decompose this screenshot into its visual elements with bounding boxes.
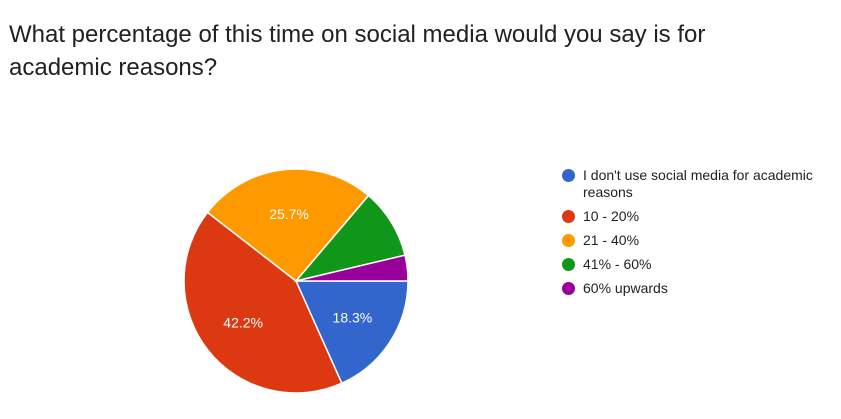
chart-legend: I don't use social media for academic re… [562, 167, 841, 304]
pie-slice-3[interactable] [206, 168, 370, 283]
legend-swatch-5 [562, 282, 575, 295]
legend-swatch-3 [562, 234, 575, 247]
legend-swatch-1 [562, 169, 575, 182]
legend-swatch-2 [562, 210, 575, 223]
legend-label-5: 60% upwards [583, 280, 668, 296]
legend-swatch-4 [562, 258, 575, 271]
chart-title: What percentage of this time on social m… [9, 21, 706, 81]
pie-slice-label-3: 25.7% [269, 206, 309, 222]
legend-label-3: 21 - 40% [583, 232, 640, 248]
legend-item-1[interactable]: I don't use social media for academic re… [562, 167, 841, 201]
legend-label-2: 10 - 20% [583, 208, 640, 224]
pie-slice-4[interactable] [293, 194, 406, 283]
pie-slice-label-2: 42.2% [223, 315, 263, 331]
pie-slice-5[interactable] [295, 254, 409, 282]
legend-item-2[interactable]: 10 - 20% [562, 208, 841, 225]
legend-item-4[interactable]: 41% - 60% [562, 256, 841, 273]
pie-slice-1[interactable] [294, 280, 409, 385]
pie-slice-label-1: 18.3% [333, 310, 373, 326]
legend-item-5[interactable]: 60% upwards [562, 280, 841, 297]
pie-slice-2[interactable] [183, 211, 343, 394]
legend-item-3[interactable]: 21 - 40% [562, 232, 841, 249]
legend-label-1: I don't use social media for academic re… [583, 167, 813, 200]
legend-label-4: 41% - 60% [583, 256, 652, 272]
